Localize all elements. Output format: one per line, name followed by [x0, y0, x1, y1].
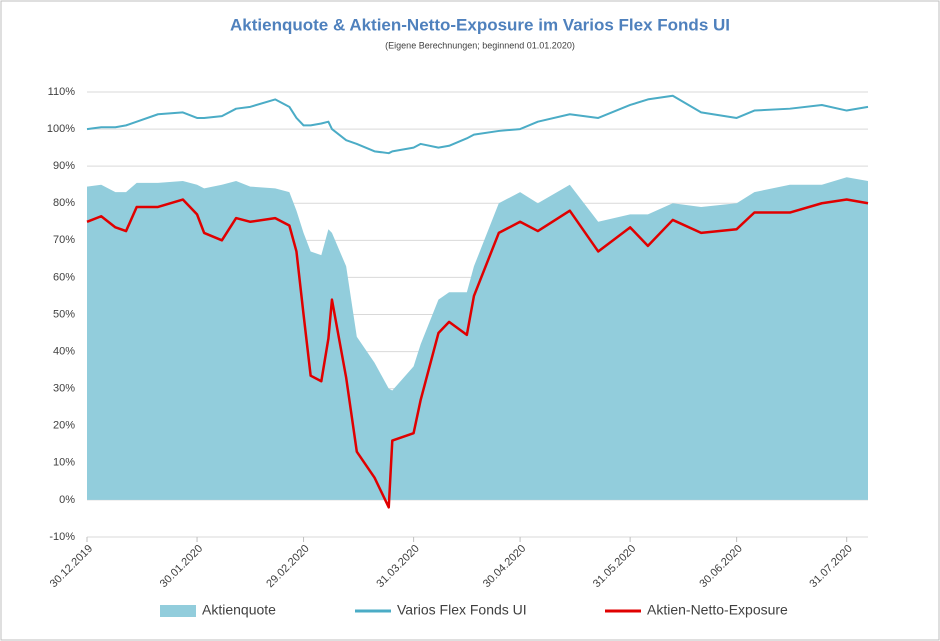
chart-title: Aktienquote & Aktien-Netto-Exposure im V… [230, 15, 730, 34]
legend-label: Varios Flex Fonds UI [397, 602, 527, 618]
y-tick-label: 90% [53, 160, 75, 172]
y-tick-label: 60% [53, 271, 75, 283]
y-tick-label: -10% [49, 531, 75, 543]
legend-label: Aktien-Netto-Exposure [647, 602, 788, 618]
line [86, 94, 869, 155]
y-tick-label: 10% [53, 457, 75, 469]
line [86, 198, 869, 509]
chart-subtitle: (Eigene Berechnungen; beginnend 01.01.20… [385, 40, 575, 50]
y-tick-label: 50% [53, 308, 75, 320]
y-tick-label: 40% [53, 345, 75, 357]
area [87, 177, 868, 500]
y-tick-label: 70% [53, 234, 75, 246]
y-tick-label: 30% [53, 383, 75, 395]
y-tick-label: 110% [48, 86, 76, 98]
y-tick-label: 0% [59, 494, 75, 506]
y-tick-label: 80% [53, 197, 75, 209]
y-tick-label: 20% [53, 420, 75, 432]
legend-label: Aktienquote [202, 602, 276, 618]
legend-swatch [160, 605, 196, 617]
y-tick-label: 100% [47, 123, 75, 135]
